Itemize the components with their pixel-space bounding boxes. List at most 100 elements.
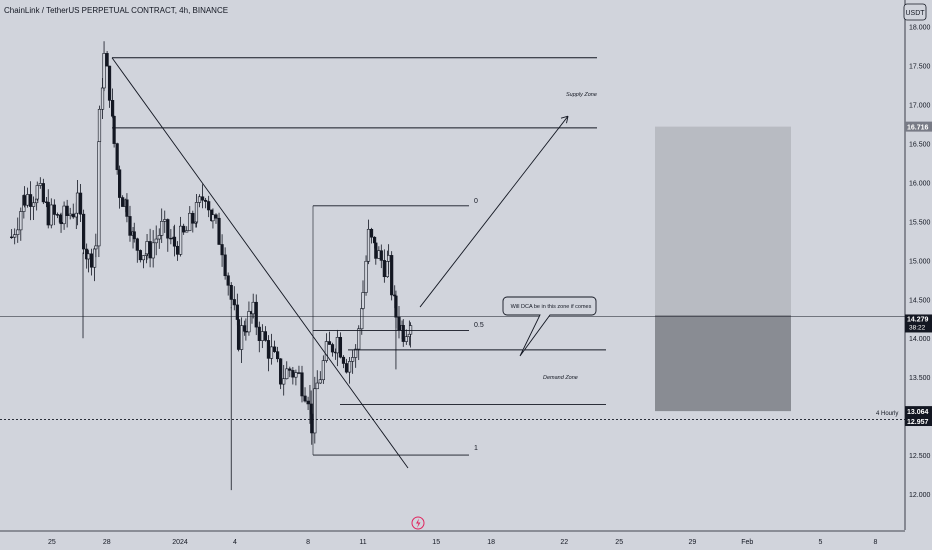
candle xyxy=(10,229,14,239)
candle-body xyxy=(327,341,332,345)
candle-body xyxy=(94,245,98,250)
candle-body xyxy=(214,214,218,219)
candle xyxy=(369,227,374,244)
candle-body xyxy=(197,196,202,203)
flash-icon[interactable] xyxy=(411,516,425,530)
candle-body xyxy=(275,351,280,360)
stop-zone-box[interactable] xyxy=(655,315,791,412)
candle xyxy=(247,301,251,336)
candle xyxy=(82,209,86,255)
time-axis[interactable]: 25 28 2024 4 8 11 15 18 22 25 29 Feb 5 8 xyxy=(0,530,905,546)
candle-body xyxy=(404,336,408,342)
x-tick-label: 25 xyxy=(48,539,56,546)
projection-arrow-line[interactable] xyxy=(419,115,569,308)
candle-body xyxy=(379,250,383,261)
candle-body xyxy=(217,217,221,245)
candle xyxy=(157,228,161,249)
candle xyxy=(279,358,283,390)
trend-line[interactable] xyxy=(111,57,409,469)
candle xyxy=(361,280,365,311)
candle xyxy=(59,212,63,233)
candle xyxy=(207,195,211,218)
candle xyxy=(78,184,83,222)
candle xyxy=(335,329,339,367)
candle-body xyxy=(97,141,101,247)
candle-body xyxy=(102,53,106,89)
candle-body xyxy=(182,225,186,233)
candle xyxy=(188,206,192,232)
candle-body xyxy=(105,53,109,67)
projection-arrow-head[interactable] xyxy=(560,115,569,124)
candle xyxy=(379,244,383,269)
current-price-label: 14.279 xyxy=(907,316,929,323)
drawings[interactable] xyxy=(0,57,905,469)
currency-button-label[interactable]: USDT xyxy=(905,10,925,17)
candle xyxy=(169,229,173,245)
candle-body xyxy=(115,143,119,171)
candle-body xyxy=(82,213,86,250)
candle xyxy=(303,387,307,403)
candle xyxy=(65,199,69,228)
candle-body xyxy=(266,340,271,359)
x-tick-label: 29 xyxy=(689,539,697,546)
candle xyxy=(25,187,30,208)
candle xyxy=(49,198,53,229)
candle-body xyxy=(351,357,355,362)
candle xyxy=(151,230,155,268)
candle xyxy=(338,332,343,359)
candle-body xyxy=(330,344,335,353)
candle-body xyxy=(10,236,14,239)
position-box[interactable] xyxy=(655,126,791,412)
candle xyxy=(257,321,261,353)
candle xyxy=(318,371,322,384)
candle xyxy=(254,294,258,336)
current-price-bg xyxy=(905,314,932,333)
candle xyxy=(351,350,355,374)
candle-body xyxy=(200,196,205,201)
candle-body xyxy=(13,234,17,238)
x-tick-label: 5 xyxy=(819,539,823,546)
candle xyxy=(285,361,289,380)
y-tick-label: 15.500 xyxy=(909,219,931,226)
candle xyxy=(41,178,45,205)
price-label-13064: 13.064 xyxy=(907,409,929,416)
callout-bubble[interactable] xyxy=(502,296,597,357)
candle-body xyxy=(244,331,248,333)
candle xyxy=(46,189,50,229)
candle-body xyxy=(141,255,146,261)
x-tick-label: 18 xyxy=(487,539,495,546)
candle-body xyxy=(49,204,53,226)
x-tick-label: 22 xyxy=(560,539,568,546)
candle-body xyxy=(354,348,358,358)
candle xyxy=(291,366,295,385)
candle-body xyxy=(257,326,261,341)
countdown-label: 38:22 xyxy=(909,324,926,331)
candle-body xyxy=(160,221,164,236)
candle-body xyxy=(360,308,364,330)
candle xyxy=(132,222,136,243)
candle xyxy=(197,194,202,208)
candle xyxy=(341,355,346,369)
candle xyxy=(214,213,218,224)
profit-zone-box[interactable] xyxy=(655,126,791,316)
candle xyxy=(300,365,304,403)
candle-body xyxy=(297,372,301,374)
currency-button[interactable] xyxy=(903,3,927,21)
candle-body xyxy=(220,244,224,256)
candle-body xyxy=(318,379,322,384)
candle-body xyxy=(154,238,158,244)
candle-body xyxy=(408,325,413,335)
candle-body xyxy=(338,337,343,358)
candle-body xyxy=(382,260,386,278)
price-axis[interactable]: 12.00012.50013.00013.50014.00014.50015.0… xyxy=(904,0,932,530)
candle-body xyxy=(369,228,374,238)
candle-body xyxy=(374,242,378,259)
candle-body xyxy=(86,253,91,260)
candles xyxy=(10,41,413,491)
candle xyxy=(272,340,277,353)
candle xyxy=(200,184,205,209)
candle-body xyxy=(291,370,295,378)
candle-body xyxy=(166,219,170,239)
y-tick-label: 14.500 xyxy=(909,297,931,304)
candle xyxy=(38,177,42,189)
